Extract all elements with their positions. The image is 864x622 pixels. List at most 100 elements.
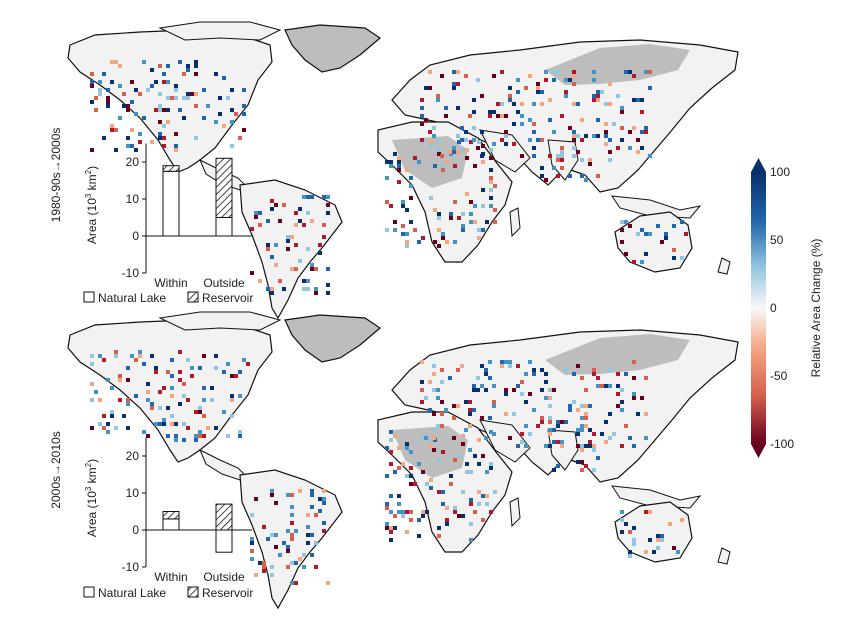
map-cell	[500, 70, 504, 74]
map-cell	[632, 396, 636, 400]
map-cell	[528, 360, 532, 364]
map-cell	[389, 164, 393, 168]
map-cell	[528, 118, 532, 122]
map-cell	[190, 374, 194, 378]
map-cell	[640, 98, 644, 102]
map-cell	[489, 466, 493, 470]
map-cell	[468, 408, 472, 412]
map-cell	[202, 386, 206, 390]
map-cell	[174, 132, 178, 136]
map-cell	[441, 490, 445, 494]
map-cell	[477, 228, 481, 232]
map-cell	[437, 534, 441, 538]
map-cell	[98, 398, 102, 402]
map-cell	[437, 212, 441, 216]
map-cell	[604, 102, 608, 106]
map-cell	[444, 408, 448, 412]
map-cell	[234, 374, 238, 378]
colorbar-tick-label: 50	[770, 233, 784, 247]
map-cell	[170, 394, 174, 398]
map-cell	[194, 438, 198, 442]
map-cell	[393, 434, 397, 438]
map-cell	[576, 444, 580, 448]
map-cell	[178, 370, 182, 374]
map-cell	[314, 287, 318, 291]
map-cell	[238, 430, 242, 434]
map-cell	[154, 108, 158, 112]
map-cell	[540, 420, 544, 424]
map-cell	[588, 428, 592, 432]
map-cell	[302, 223, 306, 227]
map-cell	[397, 160, 401, 164]
map-cell	[302, 279, 306, 283]
map-cell	[401, 224, 405, 228]
map-cell	[166, 80, 170, 84]
map-cell	[461, 224, 465, 228]
map-cell	[102, 426, 106, 430]
map-cell	[98, 422, 102, 426]
map-cell	[604, 122, 608, 126]
map-cell	[532, 122, 536, 126]
map-cell	[468, 424, 472, 428]
map-cell	[481, 188, 485, 192]
map-cell	[544, 78, 548, 82]
map-cell	[632, 444, 636, 448]
map-cell	[580, 138, 584, 142]
map-cell	[126, 104, 130, 108]
map-cell	[310, 195, 314, 199]
map-cell	[174, 422, 178, 426]
map-cell	[409, 466, 413, 470]
map-cell	[262, 565, 266, 569]
map-cell	[432, 428, 436, 432]
map-cell	[118, 64, 122, 68]
map-cell	[230, 394, 234, 398]
map-cell	[294, 223, 298, 227]
map-cell	[528, 432, 532, 436]
map-cell	[150, 406, 154, 410]
map-cell	[604, 134, 608, 138]
map-cell	[489, 168, 493, 172]
map-cell	[226, 434, 230, 438]
map-cell	[576, 364, 580, 368]
map-cell	[437, 228, 441, 232]
map-cell	[106, 88, 110, 92]
map-cell	[588, 162, 592, 166]
x-category-label: Outside	[203, 276, 245, 290]
map-cell	[266, 287, 270, 291]
map-cell	[612, 122, 616, 126]
map-cell	[114, 148, 118, 152]
map-cell	[592, 368, 596, 372]
map-cell	[286, 549, 290, 553]
map-cell	[429, 478, 433, 482]
world-map-top	[67, 21, 739, 320]
map-cell	[286, 239, 290, 243]
map-cell	[632, 126, 636, 130]
map-cell	[456, 106, 460, 110]
map-cell	[544, 372, 548, 376]
map-cell	[572, 138, 576, 142]
map-cell	[182, 394, 186, 398]
map-cell	[302, 553, 306, 557]
map-cell	[489, 204, 493, 208]
map-cell	[548, 420, 552, 424]
map-cell	[500, 364, 504, 368]
map-cell	[174, 148, 178, 152]
map-cell	[441, 164, 445, 168]
map-cell	[150, 402, 154, 406]
map-cell	[214, 354, 218, 358]
map-cell	[397, 510, 401, 514]
map-cell	[198, 410, 202, 414]
map-cell	[445, 506, 449, 510]
map-cell	[548, 396, 552, 400]
map-cell	[322, 497, 326, 501]
map-cell	[436, 94, 440, 98]
map-cell	[648, 70, 652, 74]
map-cell	[440, 74, 444, 78]
map-cell	[445, 240, 449, 244]
map-cell	[644, 510, 648, 514]
y-tick-label: 10	[126, 486, 140, 500]
map-cell	[485, 470, 489, 474]
map-cell	[532, 372, 536, 376]
map-cell	[250, 537, 254, 541]
map-cell	[556, 464, 560, 468]
